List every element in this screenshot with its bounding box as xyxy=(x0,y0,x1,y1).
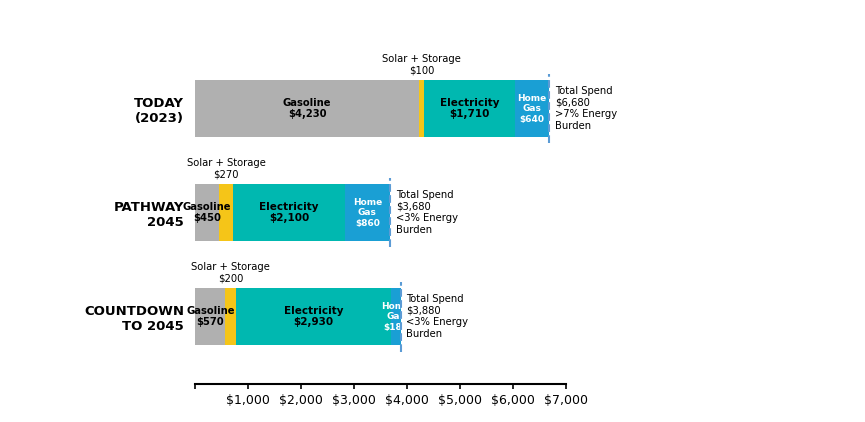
Text: Total Spend
$6,680
>7% Energy
Burden: Total Spend $6,680 >7% Energy Burden xyxy=(554,86,617,131)
Bar xyxy=(425,80,515,137)
Bar xyxy=(420,80,425,137)
Bar xyxy=(234,184,344,241)
Bar xyxy=(236,288,391,345)
Bar xyxy=(515,80,549,137)
Bar xyxy=(226,288,236,345)
Bar xyxy=(344,184,390,241)
Text: Solar + Storage
$100: Solar + Storage $100 xyxy=(382,54,461,76)
Bar xyxy=(195,184,219,241)
Text: Electricity
$1,710: Electricity $1,710 xyxy=(440,98,499,119)
Text: Gasoline
$570: Gasoline $570 xyxy=(186,306,234,327)
Text: Total Spend
$3,880
<3% Energy
Burden: Total Spend $3,880 <3% Energy Burden xyxy=(407,294,469,339)
Bar xyxy=(219,184,234,241)
Text: Gasoline
$4,230: Gasoline $4,230 xyxy=(283,98,331,119)
Bar xyxy=(391,288,400,345)
Text: Electricity
$2,930: Electricity $2,930 xyxy=(284,306,343,327)
Text: Home
Gas
$860: Home Gas $860 xyxy=(353,198,382,227)
Text: Gasoline
$450: Gasoline $450 xyxy=(183,202,232,223)
Text: Total Spend
$3,680
<3% Energy
Burden: Total Spend $3,680 <3% Energy Burden xyxy=(396,190,458,235)
Bar xyxy=(195,80,420,137)
Text: Solar + Storage
$270: Solar + Storage $270 xyxy=(187,158,266,180)
Text: Home
Gas
$180: Home Gas $180 xyxy=(381,302,411,332)
Text: Electricity
$2,100: Electricity $2,100 xyxy=(260,202,318,223)
Text: Solar + Storage
$200: Solar + Storage $200 xyxy=(191,262,270,284)
Bar xyxy=(195,288,226,345)
Text: Home
Gas
$640: Home Gas $640 xyxy=(517,94,547,124)
